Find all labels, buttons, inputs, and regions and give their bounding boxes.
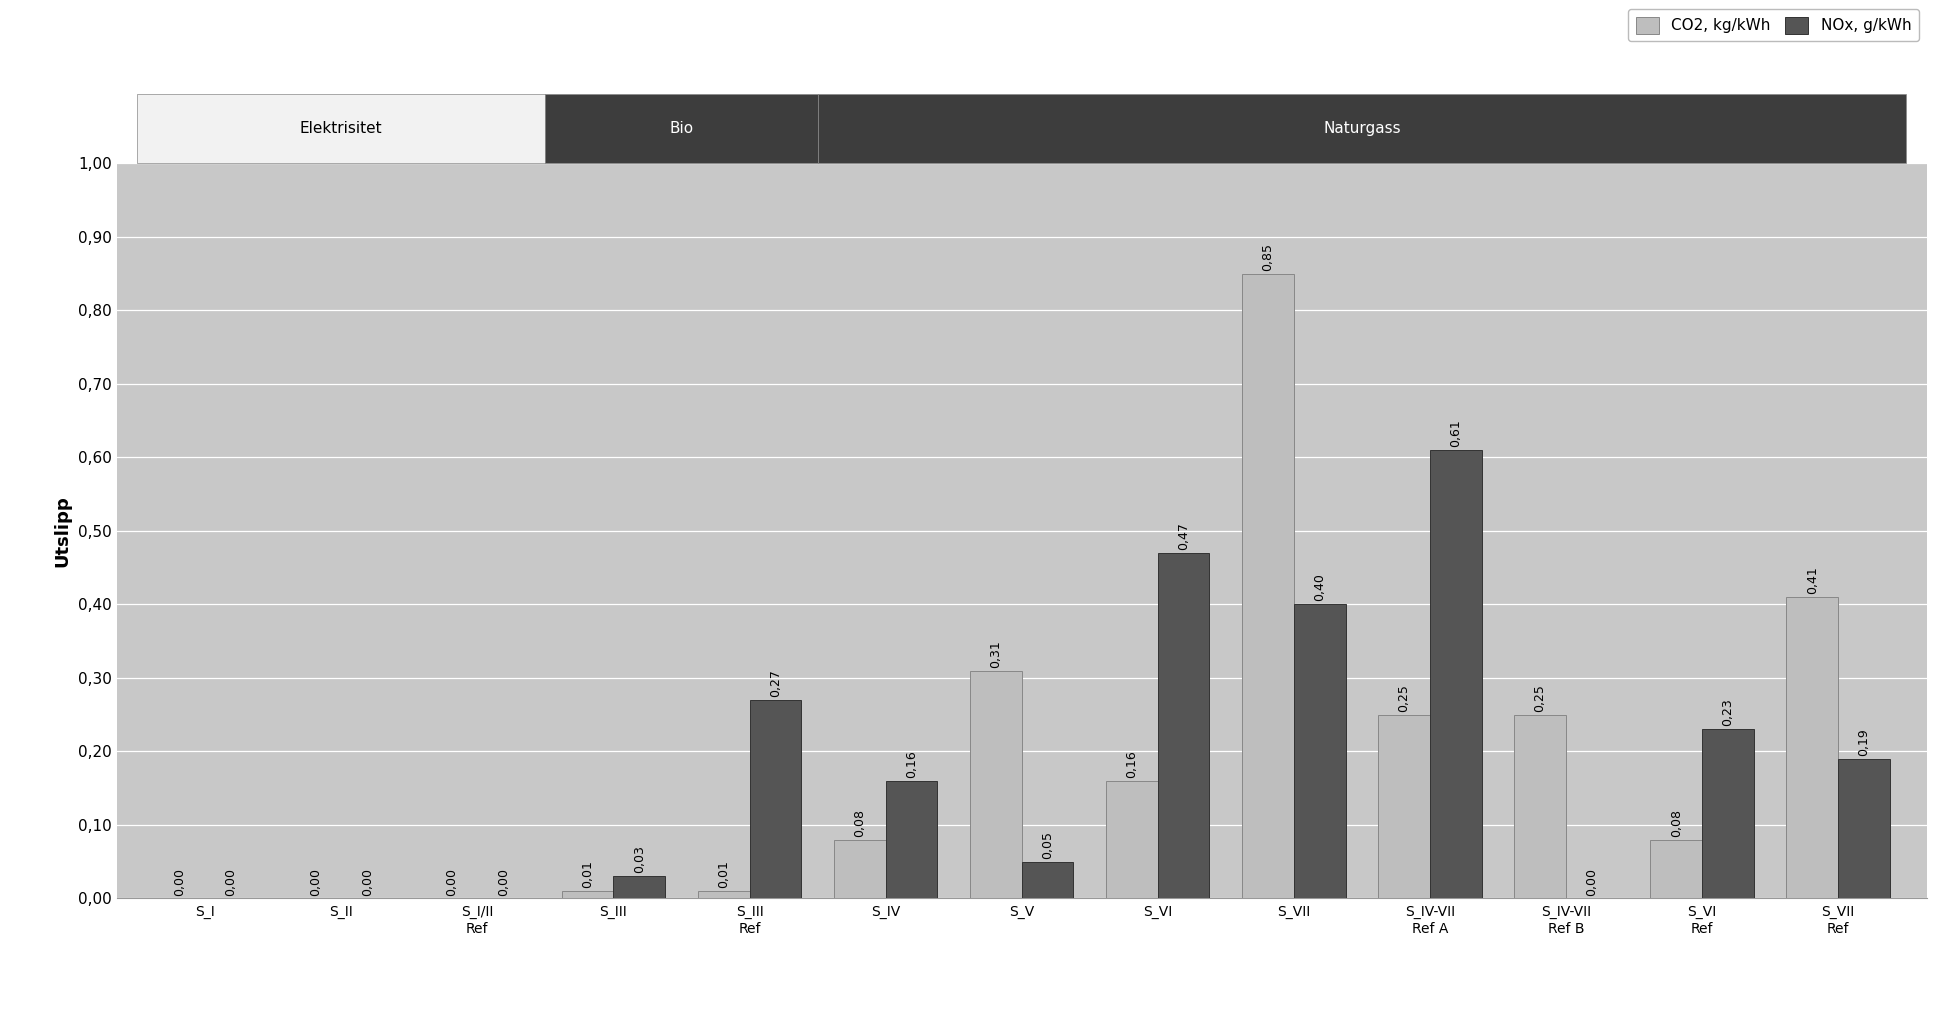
FancyBboxPatch shape [136,94,545,163]
Bar [969,671,1022,898]
Text: 0,61: 0,61 [1450,420,1461,447]
Bar [562,891,613,898]
Bar [1022,862,1074,898]
Text: 0,08: 0,08 [852,809,866,837]
Text: 0,00: 0,00 [224,868,237,895]
Bar [1242,274,1294,898]
Text: 0,47: 0,47 [1177,522,1191,550]
Bar [749,700,802,898]
Bar [1514,715,1567,898]
Bar [1105,781,1158,898]
Bar [885,781,938,898]
Text: 0,00: 0,00 [1586,868,1598,895]
Bar [1158,553,1208,898]
Text: 0,27: 0,27 [769,669,782,697]
Text: 0,25: 0,25 [1533,684,1547,712]
Bar [1650,839,1703,898]
Text: 0,01: 0,01 [582,861,594,888]
Text: 0,00: 0,00 [173,868,187,895]
Bar [1378,715,1430,898]
Bar [1294,604,1345,898]
Text: 0,23: 0,23 [1722,698,1734,727]
Bar [1430,450,1481,898]
Text: Naturgass: Naturgass [1323,120,1401,136]
Text: 0,40: 0,40 [1314,574,1325,601]
Text: 0,00: 0,00 [496,868,510,895]
Bar [1703,729,1753,898]
Text: 0,00: 0,00 [309,868,321,895]
Text: 0,16: 0,16 [1125,750,1138,778]
Text: 0,03: 0,03 [632,845,646,874]
Text: 0,05: 0,05 [1041,831,1055,859]
Text: 0,16: 0,16 [905,750,919,778]
Text: 0,08: 0,08 [1670,809,1683,837]
Bar [835,839,885,898]
Text: 0,19: 0,19 [1856,728,1870,756]
Bar [1839,759,1890,898]
Bar [1786,597,1839,898]
Legend: CO2, kg/kWh, NOx, g/kWh: CO2, kg/kWh, NOx, g/kWh [1629,9,1919,41]
Text: 0,01: 0,01 [718,861,730,888]
Bar [613,876,666,898]
Text: Elektrisitet: Elektrisitet [300,120,383,136]
FancyBboxPatch shape [545,94,817,163]
Text: 0,00: 0,00 [446,868,457,895]
Text: 0,00: 0,00 [360,868,374,895]
Text: 0,85: 0,85 [1261,243,1275,271]
Text: 0,31: 0,31 [989,640,1002,668]
Text: 0,25: 0,25 [1397,684,1411,712]
Y-axis label: Utslipp: Utslipp [53,495,72,567]
Text: Bio: Bio [669,120,693,136]
Text: 0,41: 0,41 [1806,567,1820,594]
Bar [699,891,749,898]
FancyBboxPatch shape [817,94,1907,163]
